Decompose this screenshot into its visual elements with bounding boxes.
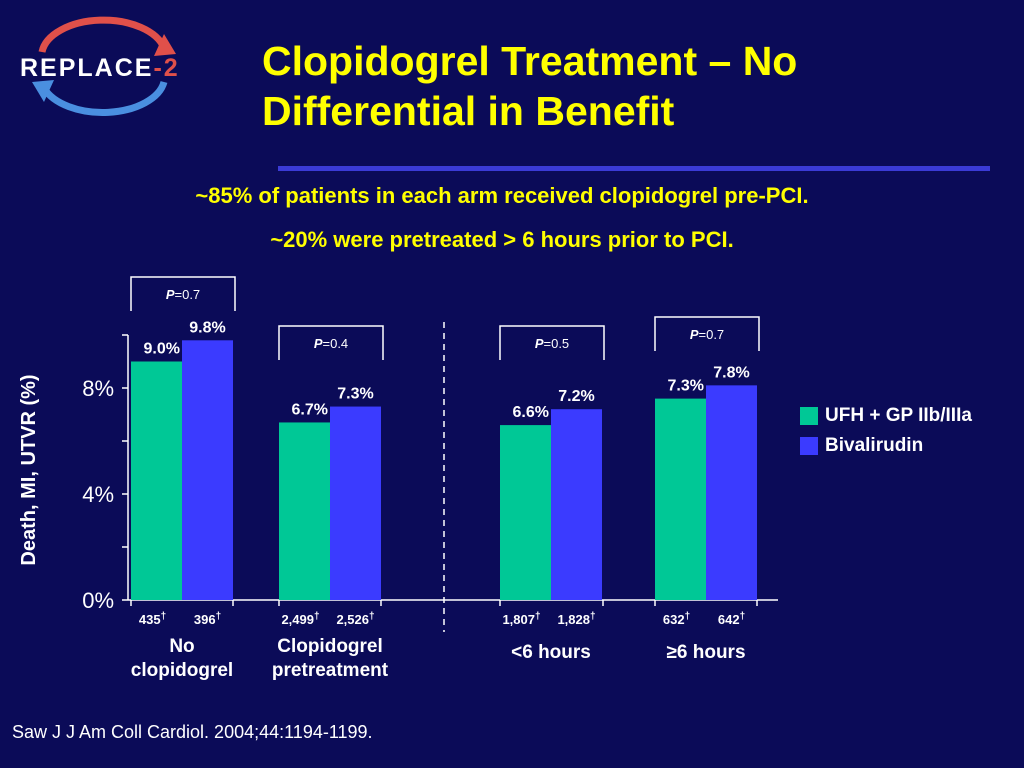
subtitle-line-1: ~85% of patients in each arm received cl… bbox=[195, 183, 809, 208]
p-value-bracket bbox=[278, 325, 384, 360]
data-label: 7.8% bbox=[713, 364, 749, 381]
chart-legend: UFH + GP IIb/IIIa Bivalirudin bbox=[800, 401, 972, 461]
sample-size-label: 2,526† bbox=[336, 611, 374, 627]
bar-ufh bbox=[655, 398, 706, 600]
sample-size-label: 435† bbox=[139, 611, 166, 627]
sample-size-label: 396† bbox=[194, 611, 221, 627]
data-label: 9.8% bbox=[189, 319, 225, 336]
sample-size-label: 1,828† bbox=[557, 611, 595, 627]
citation: Saw J J Am Coll Cardiol. 2004;44:1194-11… bbox=[12, 722, 373, 742]
sample-size-label: 1,807† bbox=[502, 611, 540, 627]
y-tick-label: 8% bbox=[82, 376, 114, 401]
replace-2-logo: REPLACE-2 bbox=[20, 16, 180, 116]
p-value-label: P=0.4 bbox=[314, 336, 348, 351]
y-tick-label: 4% bbox=[82, 482, 114, 507]
logo-text: REPLACE-2 bbox=[20, 54, 180, 82]
sample-size-label: 642† bbox=[718, 611, 745, 627]
p-value-label: P=0.7 bbox=[166, 287, 200, 302]
y-axis-label: Death, MI, UTVR (%) bbox=[18, 374, 40, 565]
p-value-label: P=0.7 bbox=[690, 327, 724, 342]
category-label: Clopidogrel pretreatment bbox=[272, 636, 389, 681]
sample-size-label: 632† bbox=[663, 611, 690, 627]
page-title: Clopidogrel Treatment – No Differential … bbox=[262, 38, 798, 134]
bar-ufh bbox=[500, 425, 551, 600]
bar-bivalirudin bbox=[706, 385, 757, 600]
data-label: 6.7% bbox=[292, 401, 328, 418]
legend-item-bivalirudin: Bivalirudin bbox=[800, 431, 972, 461]
subtitle-line-2: ~20% were pretreated > 6 hours prior to … bbox=[270, 227, 734, 252]
p-value-bracket bbox=[654, 316, 760, 351]
legend-label-ufh: UFH + GP IIb/IIIa bbox=[825, 405, 972, 426]
data-label: 7.2% bbox=[558, 388, 594, 405]
logo-bottom-arrowhead-icon bbox=[32, 80, 54, 102]
logo-bottom-arrow-icon bbox=[40, 80, 168, 116]
y-tick-label: 0% bbox=[82, 588, 114, 613]
bar-bivalirudin bbox=[330, 406, 381, 600]
bar-ufh bbox=[131, 361, 182, 600]
data-label: 6.6% bbox=[513, 404, 549, 421]
logo-top-arrow-icon bbox=[38, 16, 168, 53]
legend-swatch-ufh bbox=[800, 407, 818, 425]
category-label: ≥6 hours bbox=[666, 642, 745, 663]
bar-bivalirudin bbox=[182, 340, 233, 600]
category-label: <6 hours bbox=[511, 642, 591, 663]
p-value-bracket bbox=[499, 325, 605, 360]
title-divider bbox=[278, 166, 990, 171]
data-label: 7.3% bbox=[668, 378, 704, 395]
legend-item-ufh: UFH + GP IIb/IIIa bbox=[800, 401, 972, 431]
data-label: 7.3% bbox=[337, 386, 373, 403]
data-label: 9.0% bbox=[144, 341, 180, 358]
bar-ufh bbox=[279, 422, 330, 600]
logo-top-arrowhead-icon bbox=[154, 34, 176, 56]
legend-swatch-bivalirudin bbox=[800, 437, 818, 455]
p-value-bracket bbox=[130, 276, 236, 311]
bar-bivalirudin bbox=[551, 409, 602, 600]
sample-size-label: 2,499† bbox=[281, 611, 319, 627]
legend-label-bivalirudin: Bivalirudin bbox=[825, 435, 924, 456]
category-label: No clopidogrel bbox=[131, 636, 233, 681]
p-value-label: P=0.5 bbox=[535, 336, 569, 351]
